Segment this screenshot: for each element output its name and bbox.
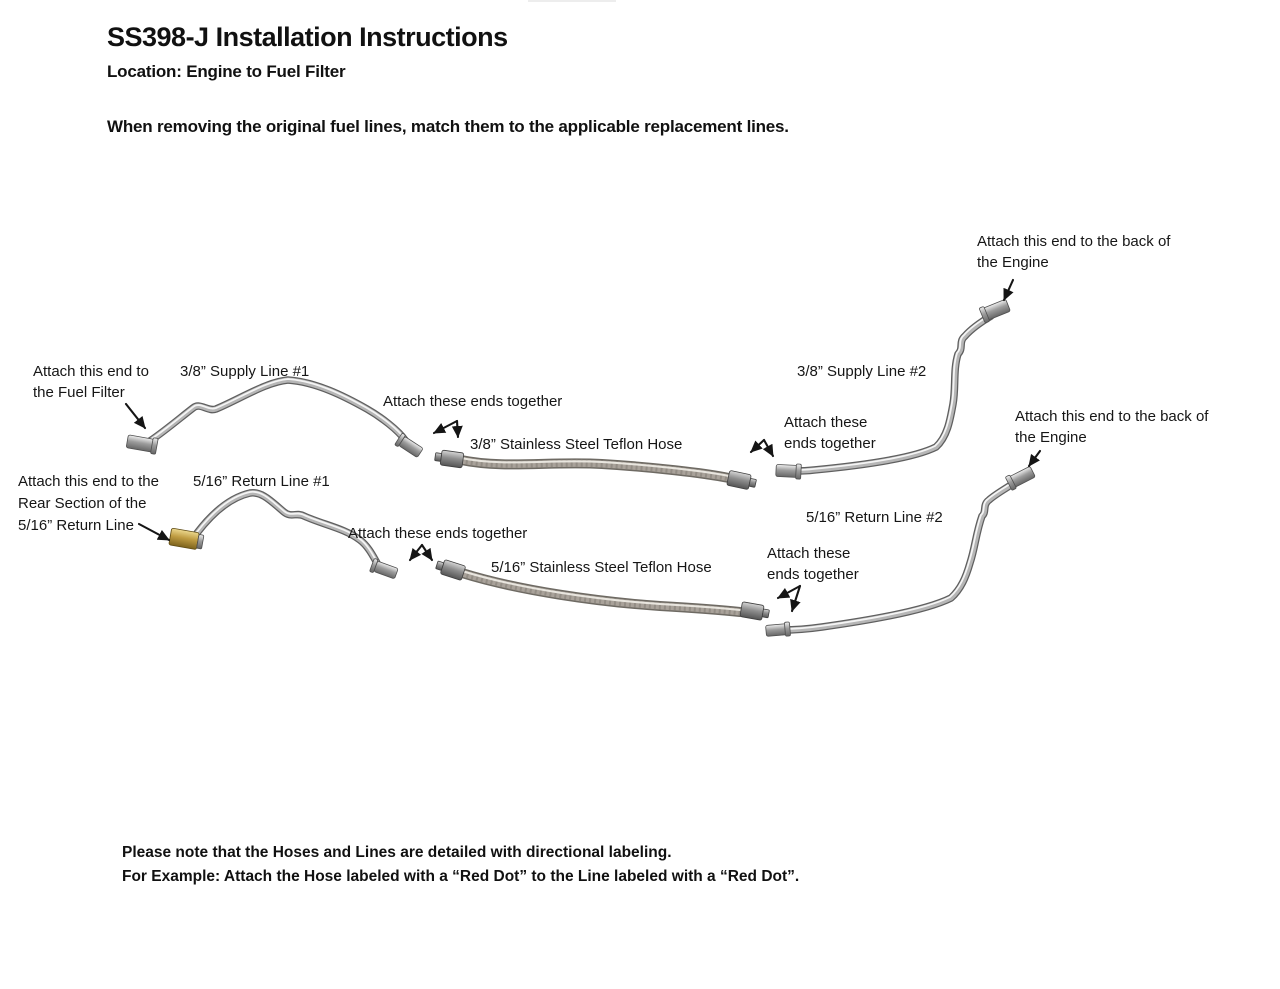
label-supply-line-1: 3/8” Supply Line #1	[180, 363, 310, 380]
cropped-top-artifact	[528, 0, 616, 2]
label-attach-rear-section: Attach this end to the Rear Section of th…	[18, 473, 159, 534]
intro-text: When removing the original fuel lines, m…	[107, 117, 789, 136]
arrow-ends-516-left	[408, 543, 424, 562]
label-attach-ends-38b: Attach these ends together	[784, 414, 876, 452]
arrow-ends-516-right	[420, 543, 434, 562]
annotation-arrows	[124, 278, 1042, 613]
supply-line-1-photo	[126, 379, 423, 458]
arrow-ends-516b-right	[790, 584, 802, 613]
return-line-1-photo	[168, 492, 399, 579]
label-attach-ends-516b: Attach these ends together	[767, 545, 859, 583]
teflon-hose-516-photo	[435, 559, 770, 621]
arrow-to-engine-top	[1002, 278, 1015, 302]
label-return-line-2: 5/16” Return Line #2	[806, 509, 943, 526]
label-attach-ends-38: Attach these ends together	[383, 393, 563, 410]
location-subtitle: Location: Engine to Fuel Filter	[107, 62, 346, 81]
label-attach-ends-516: Attach these ends together	[348, 525, 528, 542]
supply-line-2-photo	[775, 299, 1011, 480]
arrow-to-fuel-filter-end	[124, 402, 147, 430]
label-attach-engine-right: Attach this end to the back of the Engine	[1015, 408, 1209, 446]
label-attach-fuel-filter: Attach this end to the Fuel Filter	[33, 363, 149, 401]
arrow-ends-38-left	[432, 419, 459, 435]
label-attach-engine-top: Attach this end to the back of the Engine	[977, 233, 1171, 271]
arrow-ends-38b-right	[762, 438, 775, 458]
label-supply-line-2: 3/8” Supply Line #2	[797, 363, 927, 380]
label-hose-38: 3/8” Stainless Steel Teflon Hose	[470, 436, 683, 453]
arrow-to-rear-section-end	[137, 522, 171, 542]
footer-note: Please note that the Hoses and Lines are…	[122, 844, 800, 885]
arrow-ends-516b-left	[776, 584, 802, 600]
arrow-ends-38-right	[451, 419, 463, 439]
label-hose-516: 5/16” Stainless Steel Teflon Hose	[491, 559, 712, 576]
label-return-line-1: 5/16” Return Line #1	[193, 473, 330, 490]
arrow-ends-38b-left	[749, 438, 766, 454]
arrow-to-engine-right	[1027, 449, 1042, 468]
return-line-2-photo	[765, 466, 1036, 637]
page-title: SS398-J Installation Instructions	[107, 22, 508, 52]
teflon-hose-38-photo	[434, 449, 757, 490]
